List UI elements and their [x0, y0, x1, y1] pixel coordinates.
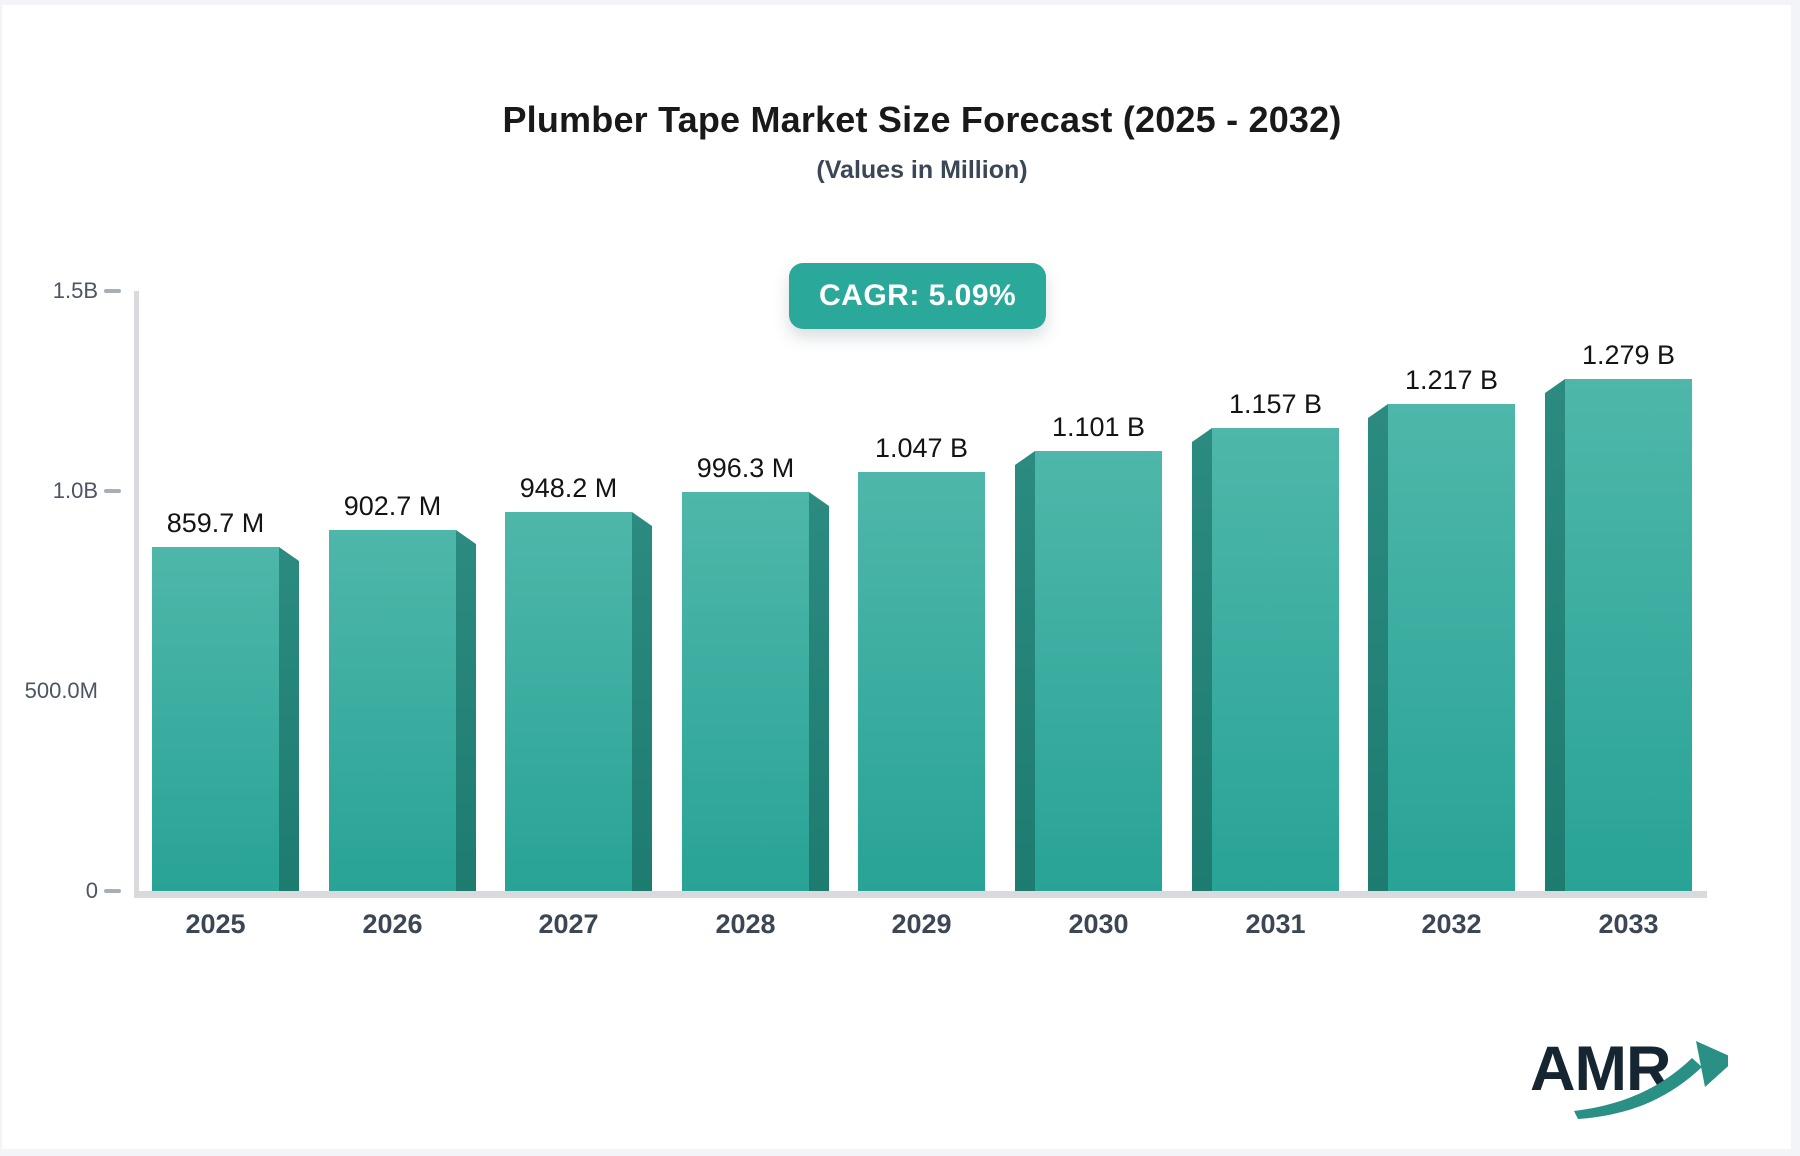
bar-side-face: [456, 530, 476, 891]
growth-arrow-icon: [1574, 1041, 1728, 1119]
y-tick-mark: [104, 889, 121, 893]
x-axis-label: 2028: [715, 909, 776, 939]
cagr-badge: CAGR: 5.09%: [789, 263, 1047, 329]
bar-value-label: 859.7 M: [166, 508, 265, 538]
x-axis-label: 2027: [538, 909, 599, 939]
amr-logo: AMR: [1530, 1033, 1730, 1128]
bar-side-face: [279, 547, 299, 891]
bar: [505, 512, 632, 891]
y-axis-line: [134, 291, 139, 898]
y-tick-label: 1.0B: [52, 478, 98, 503]
bar-side-face: [1368, 404, 1388, 891]
bar: [1212, 428, 1339, 891]
x-axis-label: 2032: [1421, 909, 1482, 939]
bar: [152, 547, 279, 891]
chart-title: Plumber Tape Market Size Forecast (2025 …: [502, 99, 1342, 140]
bar: [858, 472, 985, 891]
x-axis-label: 2031: [1245, 909, 1306, 939]
y-tick-label: 1.5B: [52, 278, 98, 303]
bar: [1035, 451, 1162, 891]
x-axis-label: 2025: [185, 909, 246, 939]
bar: [1565, 379, 1692, 891]
bar-value-label: 948.2 M: [519, 473, 618, 503]
bar-value-label: 1.047 B: [874, 433, 969, 463]
x-axis-label: 2030: [1068, 909, 1129, 939]
bar-value-label: 902.7 M: [343, 491, 442, 521]
bar-side-face: [1192, 428, 1212, 891]
bar: [1388, 404, 1515, 891]
y-tick-label: 0: [85, 878, 98, 903]
bar-value-label: 1.101 B: [1051, 412, 1146, 442]
bar-value-label: 996.3 M: [696, 453, 795, 483]
bar: [682, 492, 809, 891]
bar-side-face: [632, 512, 652, 891]
bar: [329, 530, 456, 891]
x-axis-line: [134, 891, 1707, 898]
y-tick-label: 500.0M: [24, 678, 98, 703]
x-axis-label: 2026: [362, 909, 423, 939]
chart-card: Plumber Tape Market Size Forecast (2025 …: [2, 5, 1791, 1149]
x-axis-label: 2033: [1598, 909, 1659, 939]
bar-side-face: [1545, 379, 1565, 891]
y-tick-mark: [104, 289, 121, 293]
bar-value-label: 1.279 B: [1581, 340, 1676, 370]
bar-value-label: 1.217 B: [1404, 365, 1499, 395]
bar-side-face: [1015, 451, 1035, 891]
y-tick-mark: [104, 489, 121, 493]
x-axis-label: 2029: [891, 909, 952, 939]
bar-side-face: [809, 492, 829, 891]
chart-subtitle: (Values in Million): [816, 156, 1028, 184]
bar-value-label: 1.157 B: [1228, 389, 1323, 419]
